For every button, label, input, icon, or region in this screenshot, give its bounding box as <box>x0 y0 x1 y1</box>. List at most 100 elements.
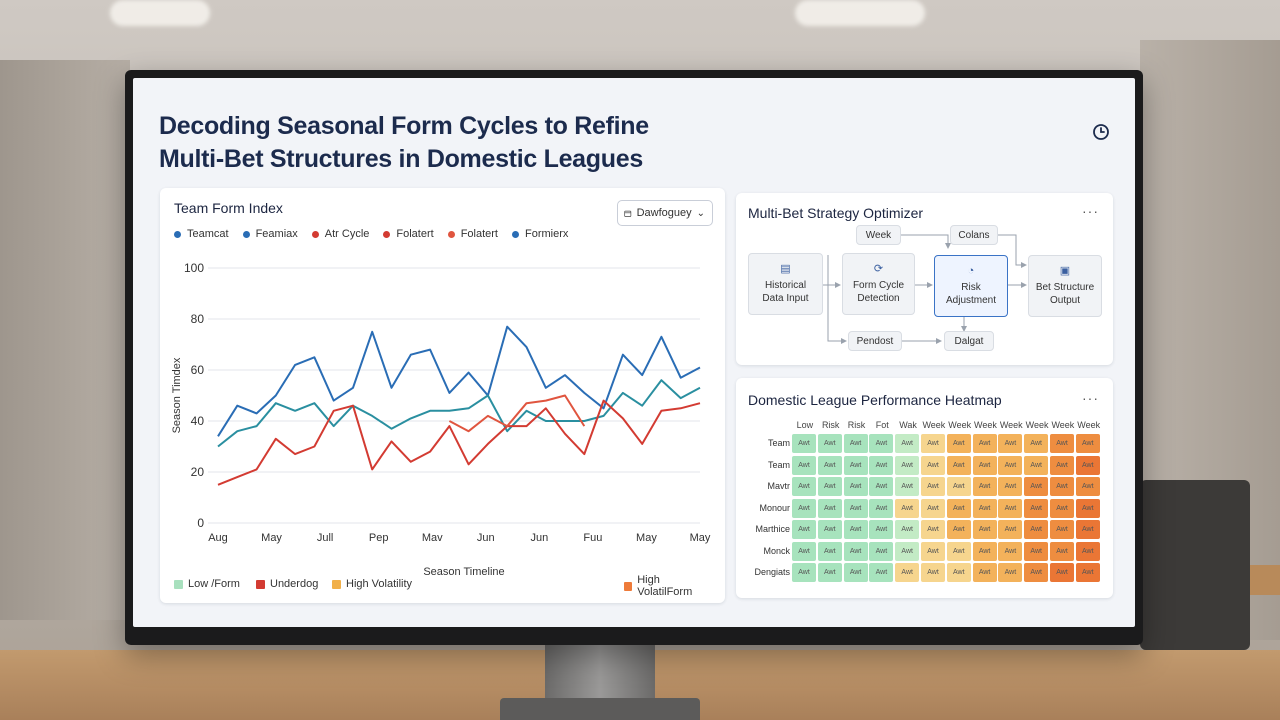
heatmap-cell[interactable]: Awt <box>895 520 920 539</box>
heatmap-cell[interactable]: Awt <box>972 541 997 561</box>
heatmap-cell[interactable]: Awt <box>921 520 945 539</box>
heatmap-cell[interactable]: Awt <box>998 541 1023 561</box>
heatmap-cell[interactable]: Awt <box>972 563 997 582</box>
heatmap-cell[interactable]: Awt <box>1050 520 1074 539</box>
heatmap-cell[interactable]: Awt <box>1050 498 1074 518</box>
heatmap-cell[interactable]: Awt <box>895 455 920 475</box>
heatmap-cell[interactable]: Awt <box>869 520 894 539</box>
heatmap-cell[interactable]: Awt <box>972 455 997 475</box>
heatmap-cell[interactable]: Awt <box>895 541 920 561</box>
heatmap-cell[interactable]: Awt <box>946 434 971 453</box>
clock-icon[interactable] <box>1091 122 1111 142</box>
heatmap-cell[interactable]: Awt <box>1024 520 1049 539</box>
heatmap-cell[interactable]: Awt <box>817 455 842 475</box>
heatmap-cell[interactable]: Awt <box>869 477 894 496</box>
legend-item[interactable]: Folatert <box>383 228 434 240</box>
heatmap-cell[interactable]: Awt <box>1024 455 1049 475</box>
heatmap-cell[interactable]: Awt <box>998 520 1023 539</box>
flow-node-colans[interactable]: Colans <box>950 225 998 245</box>
heatmap-cell[interactable]: Awt <box>792 563 816 582</box>
heatmap-cell[interactable]: Awt <box>817 520 842 539</box>
heatmap-cell[interactable]: Awt <box>1075 434 1100 453</box>
heatmap-cell[interactable]: Awt <box>946 498 971 518</box>
heatmap-cell[interactable]: Awt <box>869 498 894 518</box>
heatmap-cell[interactable]: Awt <box>1024 477 1049 496</box>
heatmap-cell[interactable]: Awt <box>921 563 945 582</box>
heatmap-cell[interactable]: Awt <box>1050 455 1074 475</box>
flow-node-historical-data[interactable]: ▤ Historical Data Input <box>748 253 823 315</box>
heatmap-cell[interactable]: Awt <box>946 477 971 496</box>
heatmap-cell[interactable]: Awt <box>1075 477 1100 496</box>
heatmap-cell[interactable]: Awt <box>1050 477 1074 496</box>
heatmap-more-options-icon[interactable]: ··· <box>1082 390 1099 406</box>
heatmap-cell[interactable]: Awt <box>921 455 945 475</box>
heatmap-cell[interactable]: Awt <box>1075 541 1100 561</box>
period-dropdown[interactable]: Dawfoguey ⌄ <box>617 200 713 226</box>
heatmap-cell[interactable]: Awt <box>869 434 894 453</box>
heatmap-cell[interactable]: Awt <box>1075 498 1100 518</box>
heatmap-cell[interactable]: Awt <box>998 455 1023 475</box>
legend-item[interactable]: Atr Cycle <box>311 228 369 240</box>
more-options-icon[interactable]: ··· <box>1082 203 1099 219</box>
heatmap-cell[interactable]: Awt <box>1075 563 1100 582</box>
flow-node-risk-adjustment[interactable]: ◔ Risk Adjustment <box>934 255 1008 317</box>
heatmap-cell[interactable]: Awt <box>1024 434 1049 453</box>
heatmap-cell[interactable]: Awt <box>817 434 842 453</box>
heatmap-cell[interactable]: Awt <box>895 563 920 582</box>
heatmap-cell[interactable]: Awt <box>921 477 945 496</box>
heatmap-cell[interactable]: Awt <box>843 520 868 539</box>
heatmap-cell[interactable]: Awt <box>921 434 945 453</box>
heatmap-cell[interactable]: Awt <box>843 455 868 475</box>
heatmap-cell[interactable]: Awt <box>972 477 997 496</box>
flow-node-week[interactable]: Week <box>856 225 901 245</box>
heatmap-cell[interactable]: Awt <box>792 455 816 475</box>
heatmap-cell[interactable]: Awt <box>998 434 1023 453</box>
heatmap-cell[interactable]: Awt <box>998 498 1023 518</box>
heatmap-cell[interactable]: Awt <box>869 455 894 475</box>
legend-item[interactable]: Teamcat <box>174 228 229 240</box>
heatmap-cell[interactable]: Awt <box>792 434 816 453</box>
heatmap-cell[interactable]: Awt <box>998 477 1023 496</box>
heatmap-cell[interactable]: Awt <box>1050 541 1074 561</box>
heatmap-cell[interactable]: Awt <box>792 541 816 561</box>
heatmap-cell[interactable]: Awt <box>895 477 920 496</box>
heatmap-cell[interactable]: Awt <box>817 541 842 561</box>
heatmap-cell[interactable]: Awt <box>817 477 842 496</box>
heatmap-cell[interactable]: Awt <box>869 563 894 582</box>
heatmap-cell[interactable]: Awt <box>946 563 971 582</box>
heatmap-cell[interactable]: Awt <box>1024 563 1049 582</box>
heatmap-cell[interactable]: Awt <box>1050 563 1074 582</box>
heatmap-cell[interactable]: Awt <box>1075 455 1100 475</box>
heatmap-cell[interactable]: Awt <box>921 541 945 561</box>
heatmap-cell[interactable]: Awt <box>972 520 997 539</box>
heatmap-cell[interactable]: Awt <box>792 477 816 496</box>
legend-item[interactable]: Formierx <box>511 228 568 240</box>
heatmap-cell[interactable]: Awt <box>895 434 920 453</box>
heatmap-cell[interactable]: Awt <box>817 563 842 582</box>
heatmap-cell[interactable]: Awt <box>843 563 868 582</box>
legend-item[interactable]: Feamiax <box>242 228 298 240</box>
heatmap-cell[interactable]: Awt <box>843 477 868 496</box>
legend-item[interactable]: Folatert <box>447 228 498 240</box>
heatmap-cell[interactable]: Awt <box>792 520 816 539</box>
flow-node-pendost[interactable]: Pendost <box>848 331 902 351</box>
heatmap-cell[interactable]: Awt <box>869 541 894 561</box>
flow-node-dalgat[interactable]: Dalgat <box>944 331 994 351</box>
heatmap-cell[interactable]: Awt <box>972 498 997 518</box>
heatmap-cell[interactable]: Awt <box>1024 541 1049 561</box>
heatmap-cell[interactable]: Awt <box>1024 498 1049 518</box>
flow-node-bet-structure[interactable]: ▣ Bet Structure Output <box>1028 255 1102 317</box>
heatmap-cell[interactable]: Awt <box>843 498 868 518</box>
heatmap-cell[interactable]: Awt <box>998 563 1023 582</box>
flow-node-form-cycle[interactable]: ⟳ Form Cycle Detection <box>842 253 915 315</box>
heatmap-cell[interactable]: Awt <box>1075 520 1100 539</box>
heatmap-cell[interactable]: Awt <box>895 498 920 518</box>
heatmap-cell[interactable]: Awt <box>792 498 816 518</box>
heatmap-cell[interactable]: Awt <box>946 541 971 561</box>
heatmap-cell[interactable]: Awt <box>843 541 868 561</box>
heatmap-cell[interactable]: Awt <box>972 434 997 453</box>
heatmap-cell[interactable]: Awt <box>1050 434 1074 453</box>
heatmap-cell[interactable]: Awt <box>921 498 945 518</box>
heatmap-cell[interactable]: Awt <box>843 434 868 453</box>
heatmap-cell[interactable]: Awt <box>946 520 971 539</box>
